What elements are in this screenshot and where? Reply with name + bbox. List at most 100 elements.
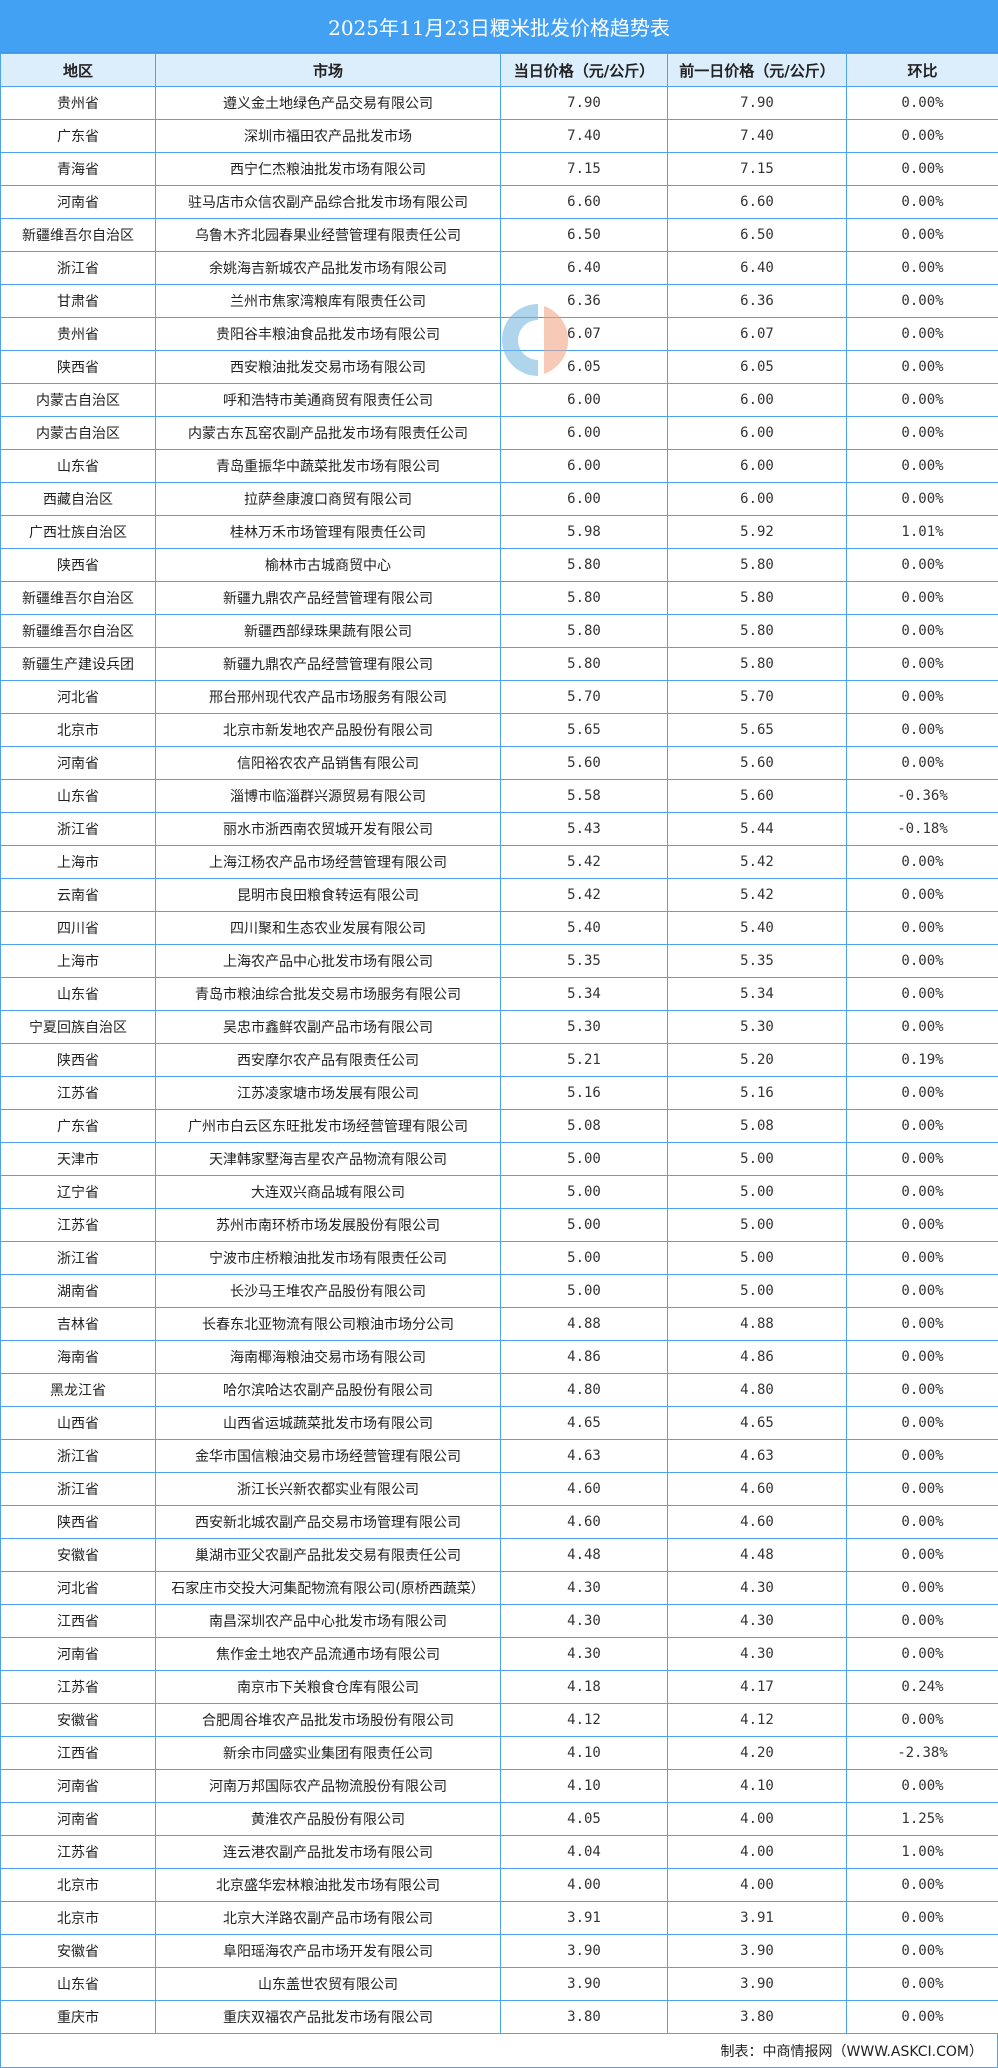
cell-market: 合肥周谷堆农产品批发市场股份有限公司	[156, 1704, 501, 1737]
cell-region: 江苏省	[1, 1209, 156, 1242]
cell-today-price: 6.00	[501, 384, 668, 417]
cell-region: 辽宁省	[1, 1176, 156, 1209]
cell-prev-price: 6.60	[668, 186, 847, 219]
cell-market: 贵阳谷丰粮油食品批发市场有限公司	[156, 318, 501, 351]
cell-today-price: 4.12	[501, 1704, 668, 1737]
cell-market: 金华市国信粮油交易市场经营管理有限公司	[156, 1440, 501, 1473]
cell-region: 广西壮族自治区	[1, 516, 156, 549]
cell-region: 河南省	[1, 1638, 156, 1671]
cell-region: 浙江省	[1, 813, 156, 846]
cell-change: 0.00%	[847, 1242, 998, 1275]
cell-change: 0.00%	[847, 417, 998, 450]
cell-market: 天津韩家墅海吉星农产品物流有限公司	[156, 1143, 501, 1176]
cell-prev-price: 3.80	[668, 2001, 847, 2034]
cell-change: 0.00%	[847, 1638, 998, 1671]
cell-prev-price: 6.07	[668, 318, 847, 351]
cell-prev-price: 6.40	[668, 252, 847, 285]
cell-prev-price: 5.00	[668, 1242, 847, 1275]
cell-market: 巢湖市亚父农副产品批发交易有限责任公司	[156, 1539, 501, 1572]
cell-today-price: 3.90	[501, 1968, 668, 2001]
cell-prev-price: 4.00	[668, 1803, 847, 1836]
cell-change: 0.00%	[847, 285, 998, 318]
cell-change: 0.00%	[847, 1902, 998, 1935]
cell-change: 0.00%	[847, 648, 998, 681]
cell-change: 0.00%	[847, 681, 998, 714]
header-today-price: 当日价格（元/公斤）	[501, 54, 668, 87]
cell-market: 宁波市庄桥粮油批发市场有限责任公司	[156, 1242, 501, 1275]
cell-market: 长沙马王堆农产品股份有限公司	[156, 1275, 501, 1308]
cell-market: 榆林市古城商贸中心	[156, 549, 501, 582]
cell-change: 0.00%	[847, 1209, 998, 1242]
cell-region: 安徽省	[1, 1935, 156, 1968]
cell-prev-price: 5.30	[668, 1011, 847, 1044]
cell-change: 0.00%	[847, 945, 998, 978]
cell-change: 0.00%	[847, 351, 998, 384]
header-change: 环比	[847, 54, 998, 87]
page-title: 2025年11月23日粳米批发价格趋势表	[0, 0, 998, 53]
cell-change: 0.00%	[847, 1110, 998, 1143]
cell-change: 0.00%	[847, 1704, 998, 1737]
cell-today-price: 5.58	[501, 780, 668, 813]
cell-region: 海南省	[1, 1341, 156, 1374]
cell-market: 淄博市临淄群兴源贸易有限公司	[156, 780, 501, 813]
cell-today-price: 7.15	[501, 153, 668, 186]
cell-market: 大连双兴商品城有限公司	[156, 1176, 501, 1209]
cell-today-price: 5.60	[501, 747, 668, 780]
cell-today-price: 4.60	[501, 1506, 668, 1539]
cell-prev-price: 7.15	[668, 153, 847, 186]
cell-market: 邢台邢州现代农产品市场服务有限公司	[156, 681, 501, 714]
cell-region: 江苏省	[1, 1077, 156, 1110]
cell-prev-price: 5.40	[668, 912, 847, 945]
cell-change: 0.00%	[847, 879, 998, 912]
cell-market: 拉萨叁康渡口商贸有限公司	[156, 483, 501, 516]
cell-today-price: 5.00	[501, 1176, 668, 1209]
cell-today-price: 3.90	[501, 1935, 668, 1968]
cell-region: 广东省	[1, 1110, 156, 1143]
cell-prev-price: 4.30	[668, 1638, 847, 1671]
table-header-row: 地区 市场 当日价格（元/公斤） 前一日价格（元/公斤） 环比	[1, 54, 998, 87]
cell-change: 0.00%	[847, 1011, 998, 1044]
cell-prev-price: 5.00	[668, 1176, 847, 1209]
cell-region: 陕西省	[1, 549, 156, 582]
cell-today-price: 4.10	[501, 1770, 668, 1803]
cell-change: 1.00%	[847, 1836, 998, 1869]
cell-change: 1.25%	[847, 1803, 998, 1836]
cell-change: 0.00%	[847, 252, 998, 285]
cell-region: 河南省	[1, 1770, 156, 1803]
cell-change: 0.00%	[847, 384, 998, 417]
cell-today-price: 6.00	[501, 417, 668, 450]
cell-change: 0.00%	[847, 1770, 998, 1803]
cell-today-price: 4.04	[501, 1836, 668, 1869]
cell-region: 山东省	[1, 1968, 156, 2001]
cell-prev-price: 5.42	[668, 846, 847, 879]
cell-change: 0.00%	[847, 1407, 998, 1440]
cell-region: 浙江省	[1, 252, 156, 285]
cell-change: 0.00%	[847, 1506, 998, 1539]
cell-today-price: 4.30	[501, 1605, 668, 1638]
cell-prev-price: 5.42	[668, 879, 847, 912]
cell-change: 0.00%	[847, 582, 998, 615]
cell-market: 内蒙古东瓦窑农副产品批发市场有限责任公司	[156, 417, 501, 450]
cell-prev-price: 4.17	[668, 1671, 847, 1704]
